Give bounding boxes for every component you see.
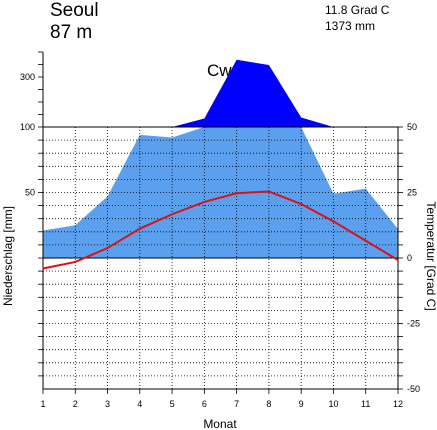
temperature-line (42, 190, 399, 270)
month-tick-label: 3 (105, 399, 110, 409)
precip-tick-label: 100 (20, 122, 35, 132)
temp-tick-label: -25 (407, 319, 420, 329)
month-tick-label: 8 (266, 399, 271, 409)
month-tick-label: 7 (234, 399, 239, 409)
month-tick-label: 6 (202, 399, 207, 409)
temperature-point (106, 247, 109, 249)
month-tick-label: 11 (361, 399, 370, 409)
temperature-point (42, 267, 44, 270)
temperature-point (397, 259, 399, 261)
temp-tick-label: 50 (407, 122, 417, 132)
month-tick-label: 5 (170, 399, 175, 409)
temp-tick-label: -50 (407, 384, 420, 394)
station-name: Seoul (50, 0, 99, 21)
x-axis-label: Monat (203, 417, 237, 430)
temperature-point (268, 190, 270, 193)
precipitation-excess-area (43, 59, 398, 127)
temperature-point (171, 213, 173, 215)
temperature-point (365, 240, 367, 242)
annual-precipitation: 1373 mm (325, 19, 375, 33)
y-axis-right-label: Temperatur [Grad C] (424, 201, 437, 310)
temp-tick-label: 0 (407, 253, 412, 263)
y-axis-left-label: Niederschlag [mm] (1, 206, 15, 306)
station-elevation: 87 m (50, 22, 92, 43)
temp-tick-label: 25 (407, 188, 417, 198)
precip-tick-label: 50 (25, 188, 35, 198)
month-tick-label: 4 (137, 399, 142, 409)
temperature-point (203, 201, 205, 203)
temperature-point (300, 203, 302, 205)
temperature-point (236, 192, 238, 194)
month-tick-label: 9 (299, 399, 304, 409)
month-tick-label: 2 (73, 399, 78, 409)
temperature-point (332, 220, 335, 222)
precip-tick-label: 300 (20, 72, 35, 82)
month-tick-label: 1 (40, 399, 45, 409)
month-tick-label: 12 (393, 399, 403, 409)
temperature-point (139, 228, 141, 230)
mean-temperature: 11.8 Grad C (325, 3, 390, 17)
temperature-point (74, 261, 76, 263)
month-tick-label: 10 (328, 399, 338, 409)
